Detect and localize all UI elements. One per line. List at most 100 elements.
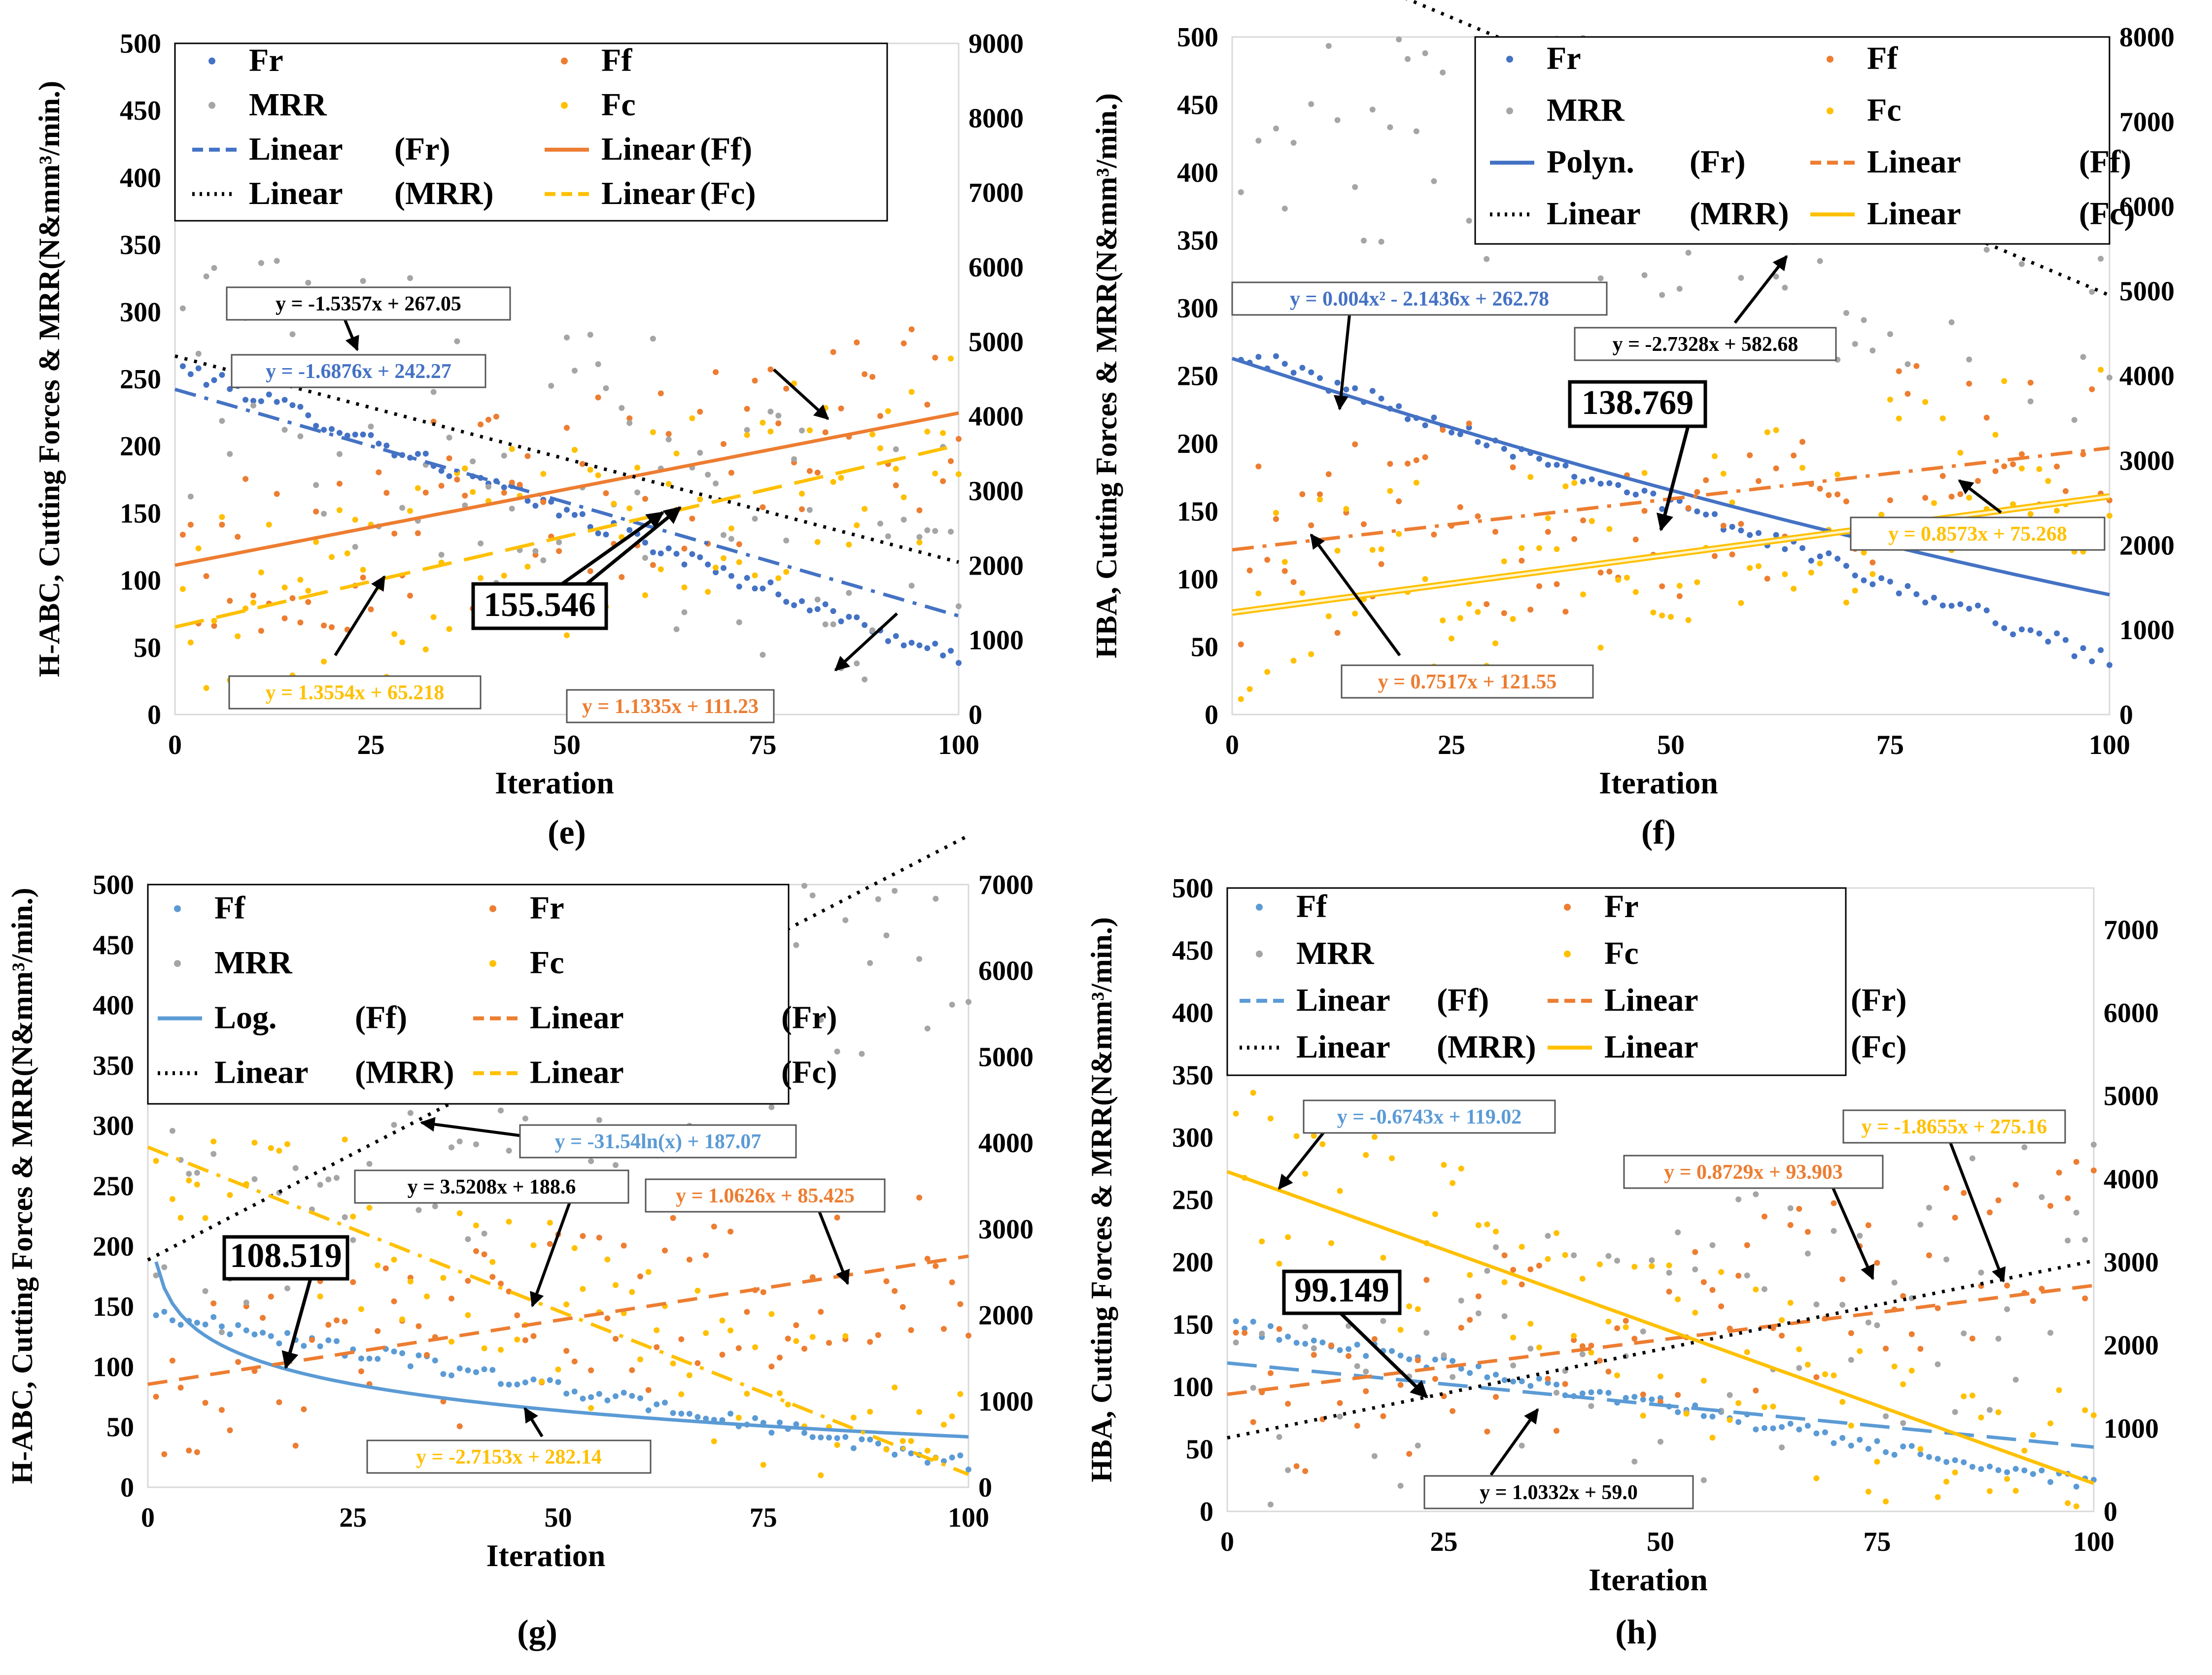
panel-caption: (f) [1641, 814, 1676, 852]
point-fr [1352, 385, 1358, 391]
point-fr [530, 1333, 537, 1339]
point-ff [1887, 497, 1893, 504]
point-fr [440, 1398, 447, 1404]
point-ff [360, 575, 366, 581]
point-ff [1580, 517, 1586, 523]
point-fr [1935, 1305, 1941, 1311]
point-fc [1238, 696, 1244, 702]
point-fr [711, 1224, 717, 1230]
trendline-ff [154, 1261, 969, 1439]
point-fc [509, 446, 515, 452]
y2-tick-label: 5000 [2104, 1081, 2159, 1112]
point-fc [2098, 367, 2104, 373]
point-fc [1264, 669, 1271, 675]
point-fr [313, 423, 319, 429]
y-tick-label: 350 [1177, 226, 1218, 256]
y2-tick-label: 2000 [968, 550, 1024, 581]
point-fr [2027, 627, 2034, 633]
equation-label-fr: y = 1.0626x + 85.425 [676, 1185, 855, 1207]
point-fr [822, 601, 829, 608]
y-tick-label: 250 [1177, 361, 1218, 392]
y2-tick-label: 5000 [978, 1042, 1034, 1072]
point-mrr [642, 555, 648, 561]
point-ff [924, 402, 931, 408]
point-mrr [2065, 1237, 2071, 1244]
point-fr [1641, 487, 1648, 494]
point-ff [2054, 463, 2060, 470]
point-ff [1857, 1436, 1863, 1443]
point-fr [187, 371, 194, 377]
point-fc [657, 566, 664, 573]
point-fc [1536, 1344, 1542, 1351]
point-fr [321, 427, 327, 433]
point-mrr [1631, 1458, 1638, 1465]
point-fc [1519, 1244, 1525, 1250]
point-fr [893, 633, 899, 639]
point-ff [1337, 1347, 1343, 1353]
equation-arrow [834, 612, 899, 672]
legend-entry-series: (Ff) [1437, 982, 1489, 1018]
point-fc [1352, 611, 1358, 617]
point-ff [1987, 1463, 1993, 1470]
point-fc [752, 1344, 759, 1350]
point-mrr [932, 528, 938, 534]
point-ff [697, 409, 703, 415]
equation-box [1341, 664, 1594, 699]
point-mrr [814, 596, 821, 603]
point-ff [250, 592, 256, 599]
point-fc [924, 428, 931, 435]
point-fr [1405, 416, 1411, 422]
point-fr [211, 377, 217, 383]
point-fc [194, 1181, 200, 1188]
point-fc [1943, 1478, 1950, 1485]
point-fr [242, 397, 249, 403]
y-tick-label: 0 [120, 1472, 134, 1503]
point-fr [1779, 1333, 1785, 1339]
point-ff [629, 1393, 635, 1399]
point-fc [799, 490, 805, 497]
point-fc [1718, 1269, 1725, 1275]
point-ff [1764, 576, 1770, 582]
point-fc [900, 494, 907, 501]
point-fc [1484, 1221, 1490, 1228]
point-fc [818, 1472, 824, 1478]
point-fr [2073, 1159, 2079, 1165]
point-ff [281, 615, 288, 621]
point-ff [1735, 1419, 1742, 1425]
point-fr [1813, 1374, 1820, 1380]
point-fc [1293, 1133, 1300, 1139]
point-ff [1597, 569, 1604, 576]
point-ff [1957, 491, 1964, 497]
legend-entry: Fc [530, 945, 564, 981]
point-fr [438, 468, 445, 474]
point-ff [1839, 1435, 1846, 1441]
point-ff [1913, 363, 1920, 369]
point-ff [1632, 536, 1639, 543]
point-ff [227, 598, 233, 604]
point-fc [1406, 1303, 1413, 1309]
point-ff [2047, 1479, 2054, 1485]
point-fc [1641, 470, 1648, 476]
point-fr [689, 551, 695, 557]
point-ff [1975, 478, 1981, 484]
point-fr [1874, 1260, 1880, 1266]
point-fr [422, 450, 429, 457]
point-ff [1874, 1438, 1880, 1444]
point-fc [806, 427, 813, 434]
point-fc [313, 539, 319, 545]
chart-f: 0501001502002503003504004505000100020003… [1090, 0, 2175, 852]
point-fc [1770, 1403, 1776, 1410]
point-mrr [2091, 1141, 2097, 1148]
point-fc [375, 1262, 381, 1268]
point-fc [449, 1338, 454, 1345]
point-mrr [949, 1001, 955, 1008]
equation-box [1842, 1109, 2066, 1144]
point-fc [1624, 575, 1630, 581]
point-mrr [342, 1214, 348, 1220]
point-fc [1632, 589, 1639, 595]
point-fc [329, 554, 335, 560]
point-ff [202, 1321, 208, 1328]
intersection-callout: 99.149 [1294, 1271, 1389, 1309]
point-fr [1554, 462, 1560, 468]
